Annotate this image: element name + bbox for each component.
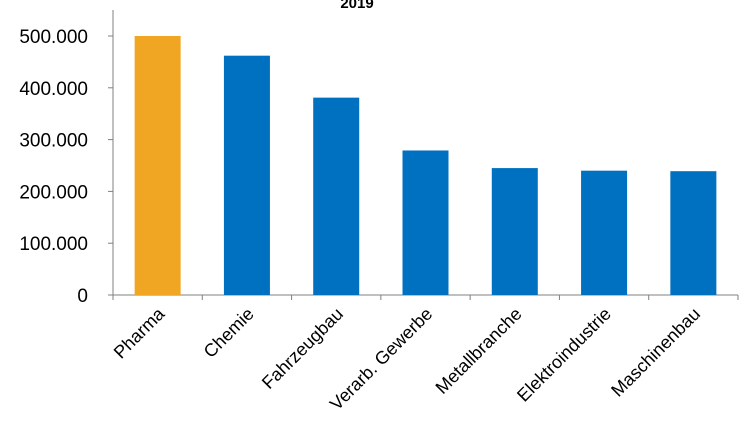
category-label: Fahrzeugbau [258, 304, 347, 393]
category-label: Metallbranche [432, 304, 526, 398]
y-tick-label: 300.000 [19, 131, 88, 152]
bar-verarb-gewerbe [402, 150, 449, 295]
bar-chemie [223, 55, 270, 296]
bar-pharma [134, 36, 181, 295]
y-tick-label: 400.000 [19, 79, 88, 100]
bars [134, 36, 717, 296]
y-tick-label: 0 [77, 286, 88, 307]
x-axis [112, 294, 739, 300]
y-tick-label: 200.000 [19, 182, 88, 203]
bar-metallbranche [491, 168, 538, 295]
y-tick-label: 100.000 [19, 234, 88, 255]
y-axis: 0 100.000 200.000 300.000 400.000 500.000 [19, 10, 114, 307]
bar-maschinenbau [670, 171, 717, 295]
chart-title: 2019 [340, 0, 373, 12]
category-label: Elektroindustrie [513, 304, 615, 406]
category-label: Maschinenbau [607, 304, 704, 401]
category-label: Chemie [200, 304, 258, 362]
y-tick-label: 500.000 [19, 27, 88, 48]
bar-fahrzeugbau [313, 97, 360, 295]
bar-elektroindustrie [581, 170, 628, 295]
category-label: Pharma [110, 303, 169, 362]
